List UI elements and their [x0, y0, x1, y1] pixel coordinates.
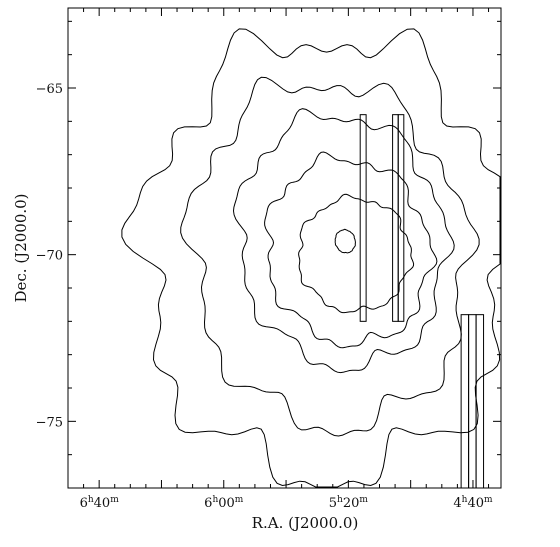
contour-level-2 — [180, 76, 480, 437]
x-tick-hours: 5 — [329, 496, 337, 511]
x-tick-h-unit: h — [337, 495, 343, 505]
contour-level-5 — [298, 193, 415, 314]
x-tick-hours: 4 — [453, 496, 461, 511]
x-tick-h-unit: h — [212, 495, 218, 505]
x-tick-minutes: 40 — [94, 496, 111, 511]
slit-rectangles — [359, 114, 485, 489]
x-tick-h-unit: h — [462, 495, 468, 505]
x-tick-minutes: 00 — [218, 496, 235, 511]
x-tick-h-unit: h — [88, 495, 94, 505]
x-tick-minutes: 40 — [467, 496, 484, 511]
x-tick-m-unit: m — [359, 495, 368, 505]
x-tick-label: 4h40m — [453, 495, 493, 511]
contour-lines — [121, 28, 501, 488]
x-tick-label: 6h00m — [204, 495, 244, 511]
slit-6 — [475, 314, 485, 489]
plot-frame — [67, 7, 502, 489]
x-axis-title: R.A. (J2000.0) — [252, 514, 359, 532]
slit-4 — [460, 314, 470, 489]
contour-level-1 — [121, 28, 501, 488]
y-tick-labels: −65 −70 −75 — [36, 82, 63, 430]
x-tick-hours: 6 — [80, 496, 88, 511]
y-axis-title: Dec. (J2000.0) — [12, 193, 30, 302]
slit-2 — [392, 114, 399, 322]
x-tick-hours: 6 — [204, 496, 212, 511]
slit-1 — [359, 114, 367, 322]
x-tick-m-unit: m — [484, 495, 493, 505]
y-tick-label: −65 — [36, 82, 63, 97]
x-tick-m-unit: m — [110, 495, 119, 505]
axis-ticks — [67, 8, 501, 489]
y-tick-label: −75 — [36, 415, 63, 430]
x-tick-label: 6h40m — [80, 495, 120, 511]
y-tick-label: −70 — [36, 249, 63, 264]
contour-level-4 — [264, 151, 438, 349]
x-tick-minutes: 20 — [343, 496, 360, 511]
x-tick-label: 5h20m — [329, 495, 369, 511]
x-tick-labels: 6h40m 6h00m 5h20m 4h40m — [80, 495, 493, 511]
slit-5 — [468, 314, 477, 489]
contour-level-3 — [232, 108, 455, 374]
slit-3 — [397, 114, 405, 322]
x-tick-m-unit: m — [235, 495, 244, 505]
contour-level-6 — [334, 228, 356, 254]
